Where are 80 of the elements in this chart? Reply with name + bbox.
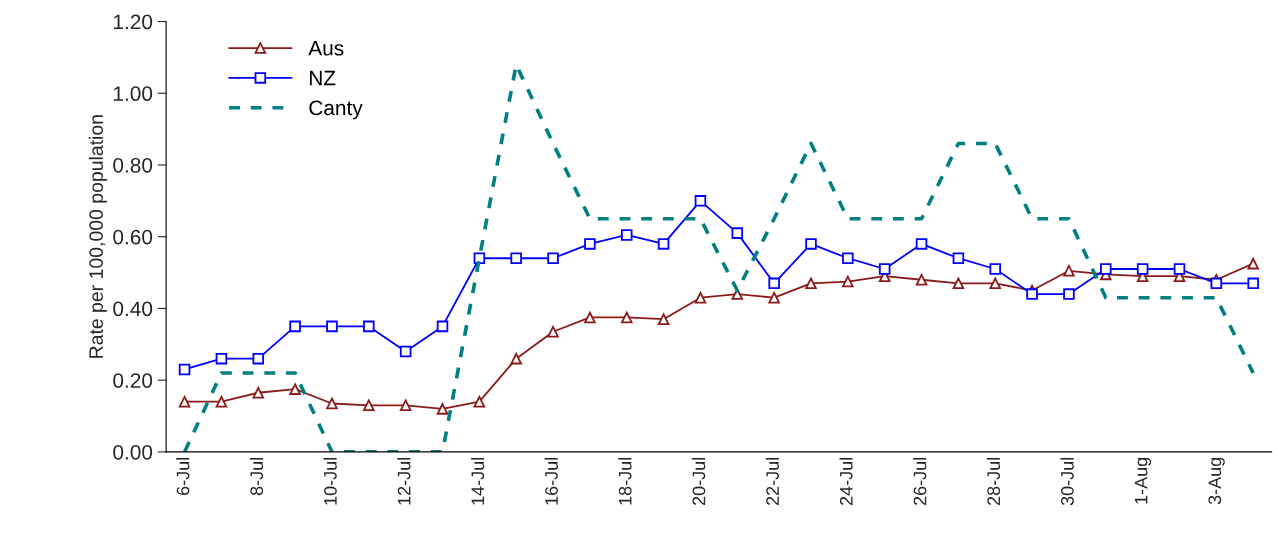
point — [915, 273, 928, 286]
point — [842, 275, 854, 288]
point — [584, 238, 596, 250]
point — [805, 277, 817, 290]
x-tick-label: 8-Jul — [249, 457, 264, 496]
y-tick-label: 1.00 — [113, 86, 153, 102]
point — [842, 252, 854, 265]
point — [657, 313, 670, 325]
point — [952, 277, 965, 290]
point — [989, 263, 1002, 275]
legend-label: Aus — [308, 41, 344, 56]
legend-label: NZ — [309, 70, 336, 86]
point — [657, 238, 670, 250]
point — [510, 352, 522, 365]
point — [952, 252, 965, 265]
point — [289, 320, 301, 333]
point — [473, 252, 486, 265]
point — [178, 395, 191, 408]
y-axis-title: Rate per 100,000 population — [88, 115, 107, 358]
point — [215, 395, 228, 408]
x-tick-label: 6-Jul — [176, 457, 190, 495]
point — [915, 238, 928, 250]
point — [805, 238, 817, 250]
point — [878, 263, 891, 275]
point — [1173, 263, 1186, 275]
point — [1136, 263, 1149, 275]
point — [1247, 257, 1259, 270]
point — [289, 383, 301, 395]
point — [510, 252, 522, 265]
x-tick-label: 24-Jul — [839, 457, 853, 506]
point — [215, 352, 228, 365]
point — [326, 397, 338, 410]
x-tick-label: 26-Jul — [913, 457, 927, 506]
point — [178, 363, 191, 376]
point — [252, 386, 265, 399]
point — [1247, 277, 1259, 290]
point — [399, 399, 412, 412]
point — [694, 195, 707, 207]
y-tick-label: 0.80 — [113, 157, 153, 173]
point — [399, 345, 412, 358]
legend-label: Canty — [309, 100, 363, 120]
point — [547, 252, 559, 265]
point — [731, 227, 744, 239]
x-tick-label: 20-Jul — [692, 457, 706, 506]
point — [1100, 263, 1112, 275]
point — [768, 277, 780, 290]
point — [547, 326, 559, 338]
point — [363, 399, 375, 412]
x-tick-label: 30-Jul — [1060, 457, 1074, 506]
point — [363, 320, 375, 333]
point — [584, 311, 596, 324]
point — [436, 320, 449, 333]
point — [1063, 288, 1075, 300]
x-tick-label: 28-Jul — [986, 457, 1001, 506]
point — [620, 311, 633, 324]
point — [731, 288, 744, 300]
y-tick-label: 0.20 — [113, 373, 153, 388]
x-tick-label: 18-Jul — [618, 457, 632, 505]
x-tick-label: 16-Jul — [544, 457, 558, 505]
x-tick-label: 22-Jul — [765, 457, 779, 506]
point — [768, 291, 780, 304]
x-tick-label: 1-Aug — [1134, 457, 1152, 504]
point — [989, 277, 1002, 290]
point — [1026, 288, 1038, 300]
y-tick-label: 0.00 — [113, 444, 153, 460]
point — [1063, 265, 1075, 277]
point — [473, 395, 486, 408]
x-tick-label: 14-Jul — [470, 457, 485, 505]
x-tick-label: 10-Jul — [323, 457, 337, 505]
point — [252, 352, 265, 365]
y-tick-label: 1.20 — [113, 14, 153, 30]
point — [326, 320, 338, 333]
point — [436, 403, 449, 415]
x-tick-label: 3-Aug — [1208, 457, 1225, 505]
x-tick-label: 12-Jul — [397, 457, 411, 505]
point — [620, 229, 633, 241]
point — [694, 291, 707, 304]
y-tick-label: 0.60 — [113, 229, 153, 245]
y-tick-label: 0.40 — [113, 301, 153, 317]
point — [1210, 277, 1223, 290]
